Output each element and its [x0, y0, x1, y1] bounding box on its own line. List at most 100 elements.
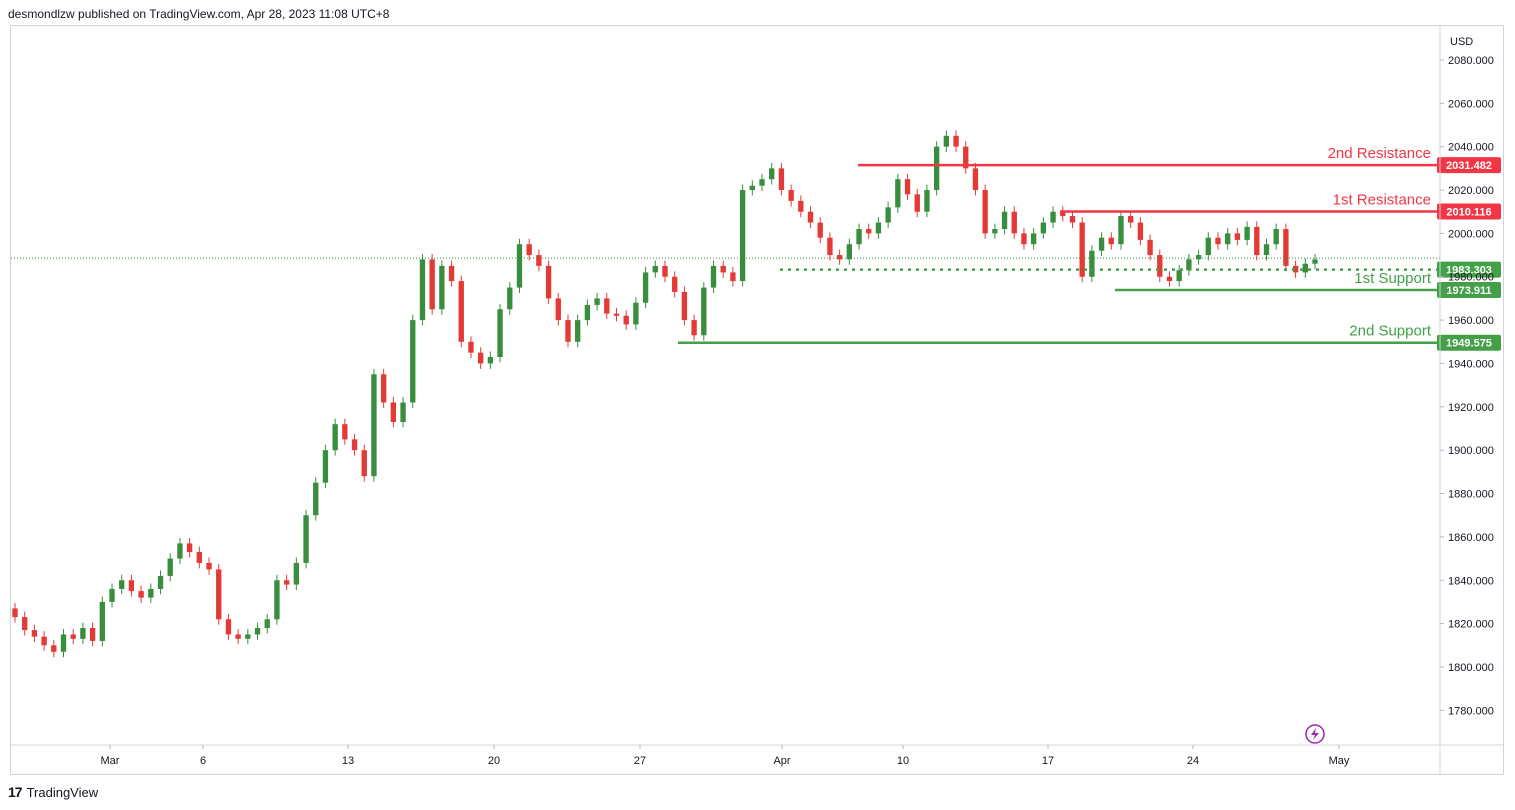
candle-body: [410, 320, 416, 403]
x-tick-label: Mar: [101, 755, 120, 767]
candle-body: [419, 259, 426, 321]
candle-body: [1195, 255, 1202, 260]
level-price-label: 1949.575: [1446, 338, 1492, 350]
candle-body: [1040, 222, 1047, 234]
candle-body: [1205, 237, 1211, 256]
candle-body: [691, 320, 697, 336]
candle-body: [1244, 226, 1250, 240]
candle-body: [264, 619, 270, 628]
candle-body: [186, 543, 193, 553]
candle-body: [89, 627, 96, 641]
candle-body: [1292, 265, 1299, 273]
candle-body: [604, 298, 610, 314]
time-axis: Mar 6 13 20 27 Apr 10 17 24 May: [11, 744, 1504, 767]
pivot-price-label: 1983.303: [1446, 265, 1492, 277]
x-tick-label: 27: [634, 755, 646, 767]
candle-body: [12, 608, 18, 618]
candle-body: [1060, 211, 1066, 217]
level-price-label: 2031.482: [1446, 160, 1492, 172]
candle-body: [487, 356, 494, 364]
candle-body: [798, 200, 804, 212]
candle-body: [749, 185, 755, 191]
lightning-icon: [1305, 724, 1325, 744]
candle-body: [254, 627, 261, 635]
candle-body: [206, 562, 212, 570]
candle-body: [119, 580, 125, 589]
level-price-tag: [1437, 157, 1501, 174]
footer-brand: TradingView: [26, 784, 99, 800]
candle-body: [468, 341, 474, 353]
candle-body: [778, 168, 785, 191]
y-tick-label: 1960.000: [1448, 315, 1494, 327]
candle-body: [827, 237, 833, 256]
candle-body: [1021, 233, 1027, 245]
x-tick-label: 13: [342, 755, 354, 767]
candle-body: [225, 619, 232, 635]
candle-body: [22, 617, 28, 631]
candle-body: [478, 352, 484, 364]
candle-body: [681, 291, 688, 321]
candle-body: [613, 313, 620, 316]
candle-body: [342, 424, 348, 440]
candle-body: [672, 276, 678, 292]
level-name: 1st Resistance: [1333, 191, 1431, 208]
candle-body: [128, 580, 135, 592]
candle-body: [516, 244, 523, 288]
y-tick-label: 2080.000: [1448, 55, 1494, 67]
candle-body: [807, 211, 814, 223]
candle-body: [216, 569, 222, 620]
candle-body: [701, 287, 707, 336]
y-tick-label: 1820.000: [1448, 619, 1494, 631]
candle-body: [109, 588, 115, 602]
candle-body: [1234, 233, 1241, 240]
candle-body: [1011, 211, 1017, 234]
candle-body: [41, 636, 47, 646]
candle-body: [739, 190, 746, 282]
tradingview-logo-icon: 17: [8, 784, 23, 800]
y-tick-label: 1780.000: [1448, 705, 1494, 717]
candle-body: [1263, 244, 1270, 256]
candle-body: [458, 281, 464, 342]
candle-body: [1166, 276, 1173, 282]
candle-body: [351, 439, 358, 451]
candle-body: [80, 627, 86, 639]
y-tick-label: 1900.000: [1448, 445, 1494, 457]
candle-body: [303, 515, 309, 563]
candle-body: [555, 298, 561, 321]
candle-body: [439, 265, 445, 310]
candle-body: [788, 190, 794, 201]
candle-body: [361, 450, 367, 477]
level-price-tag: [1437, 334, 1501, 351]
candle-body: [866, 229, 872, 234]
candle-body: [972, 168, 979, 191]
candle-body: [245, 634, 251, 639]
candle-body: [1030, 233, 1037, 245]
x-tick-label: 20: [488, 755, 500, 767]
x-tick-label: 24: [1187, 755, 1199, 767]
candle-body: [1118, 216, 1124, 245]
x-tick-label: 17: [1042, 755, 1054, 767]
candle-body: [575, 320, 581, 342]
candle-body: [283, 580, 290, 585]
candle-body: [953, 135, 959, 147]
candle-body: [720, 265, 726, 273]
level-price-label: 2010.116: [1446, 206, 1491, 218]
candle-body: [545, 265, 552, 299]
candle-body: [730, 272, 736, 282]
x-tick-label: 6: [200, 755, 206, 767]
candle-body: [1108, 237, 1114, 245]
chart-frame[interactable]: [10, 25, 1504, 775]
y-tick-label: 1920.000: [1448, 402, 1494, 414]
pivot-price-tag: [1437, 261, 1501, 278]
candle-body: [1273, 229, 1279, 245]
candles: [12, 130, 1318, 658]
candle-body: [497, 309, 503, 357]
lightning-bolt-icon: [1311, 728, 1319, 740]
extras: [1305, 724, 1325, 744]
candle-body: [914, 194, 920, 212]
y-tick-label: 2060.000: [1448, 98, 1494, 110]
candle-body: [1215, 237, 1221, 245]
candle-body: [332, 424, 338, 451]
level-name: 2nd Resistance: [1328, 145, 1431, 162]
